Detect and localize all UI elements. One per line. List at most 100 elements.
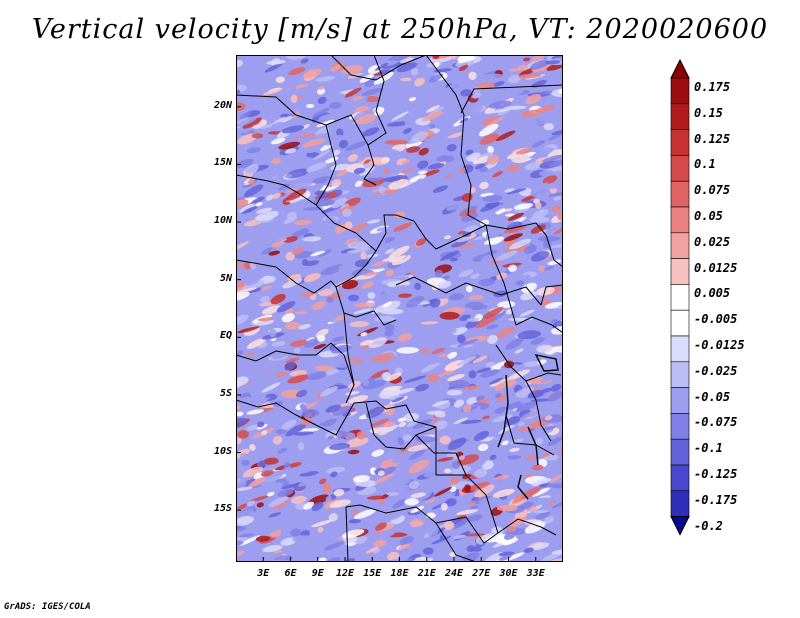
field-cell — [236, 350, 243, 356]
field-cell — [457, 55, 474, 62]
field-cell — [524, 449, 534, 454]
field-cell — [263, 88, 283, 96]
field-cell — [457, 338, 479, 347]
field-cell — [260, 285, 273, 291]
field-cell — [236, 180, 245, 189]
lon-label: 33E — [526, 568, 545, 579]
field-cell — [348, 155, 367, 165]
field-cell — [433, 338, 444, 343]
field-cell — [342, 412, 352, 417]
field-cell — [476, 367, 492, 373]
field-cell — [405, 295, 425, 308]
field-cell — [306, 103, 315, 109]
field-cell — [532, 209, 549, 219]
field-cell — [479, 73, 503, 80]
colorbar-segment — [670, 438, 690, 466]
field-cell — [468, 294, 484, 301]
field-cell — [300, 507, 316, 518]
field-cell — [470, 103, 483, 113]
colorbar-segment — [670, 284, 690, 311]
field-cell — [271, 230, 290, 243]
field-cell — [347, 294, 360, 302]
field-cell — [303, 206, 323, 211]
field-cell — [485, 324, 499, 330]
field-cell — [479, 133, 500, 145]
colorbar-segment — [670, 103, 690, 130]
field-cell — [333, 358, 357, 368]
field-cell — [297, 312, 315, 319]
field-cell — [236, 196, 245, 201]
field-cell — [311, 519, 333, 528]
field-cell — [321, 418, 337, 427]
field-cell — [514, 348, 524, 354]
field-cell — [552, 500, 563, 509]
field-cell — [546, 182, 560, 189]
field-cell — [472, 355, 488, 364]
field-cell — [386, 492, 399, 496]
field-cell — [496, 505, 518, 512]
field-cell — [289, 461, 302, 468]
field-cell — [354, 509, 376, 519]
field-cell — [523, 361, 542, 367]
latitude-ticks — [236, 106, 241, 511]
field-cell — [513, 202, 534, 210]
colorbar-level-label: 0.125 — [694, 131, 731, 146]
lat-label: 5S — [219, 387, 232, 399]
field-cell — [484, 236, 501, 245]
field-cell — [377, 529, 400, 539]
field-cell — [408, 449, 426, 460]
country-borders — [236, 55, 563, 562]
field-cell — [327, 507, 340, 514]
field-cell — [362, 127, 380, 137]
field-cell — [261, 247, 275, 255]
field-cell — [236, 376, 249, 386]
field-cell — [384, 300, 401, 311]
field-cell — [533, 509, 549, 514]
field-cell — [348, 395, 369, 404]
field-cell — [407, 444, 430, 452]
field-cell — [530, 337, 546, 345]
field-cell — [444, 174, 453, 179]
field-cell — [281, 435, 302, 443]
field-cell — [446, 200, 466, 211]
field-cell — [410, 492, 426, 498]
field-cell — [501, 440, 509, 446]
field-cell — [388, 255, 407, 263]
field-cell — [261, 470, 274, 477]
field-cell — [236, 448, 251, 460]
field-cell — [547, 436, 563, 447]
field-cell — [263, 457, 279, 465]
field-cell — [466, 317, 480, 322]
field-cell — [255, 535, 271, 542]
field-cell — [420, 125, 432, 132]
coastlines-lakes — [497, 354, 559, 500]
field-cell — [444, 468, 452, 474]
field-cell — [496, 326, 516, 339]
field-cell — [469, 505, 479, 511]
field-cell — [340, 330, 359, 336]
field-cell — [496, 208, 506, 215]
field-cell — [485, 116, 505, 128]
field-cell — [272, 500, 289, 510]
field-cell — [374, 315, 396, 323]
field-cell — [329, 102, 342, 109]
field-cell — [411, 131, 429, 143]
field-cell — [303, 273, 321, 283]
lat-label: 15S — [213, 503, 232, 515]
field-cell — [384, 329, 394, 337]
field-cell — [482, 116, 501, 126]
field-cell — [319, 422, 326, 426]
field-cell — [487, 319, 504, 327]
field-cell — [506, 164, 521, 172]
field-cell — [507, 212, 524, 221]
field-cell — [513, 493, 526, 501]
colorbar-segment — [670, 413, 690, 440]
field-cell — [363, 159, 371, 164]
colorbar-level-label: -0.075 — [694, 415, 738, 430]
field-cell — [485, 202, 498, 209]
field-cell — [553, 339, 563, 345]
field-cell — [306, 162, 328, 173]
field-cell — [431, 348, 445, 354]
field-cell — [427, 163, 445, 170]
field-cell — [446, 389, 463, 396]
